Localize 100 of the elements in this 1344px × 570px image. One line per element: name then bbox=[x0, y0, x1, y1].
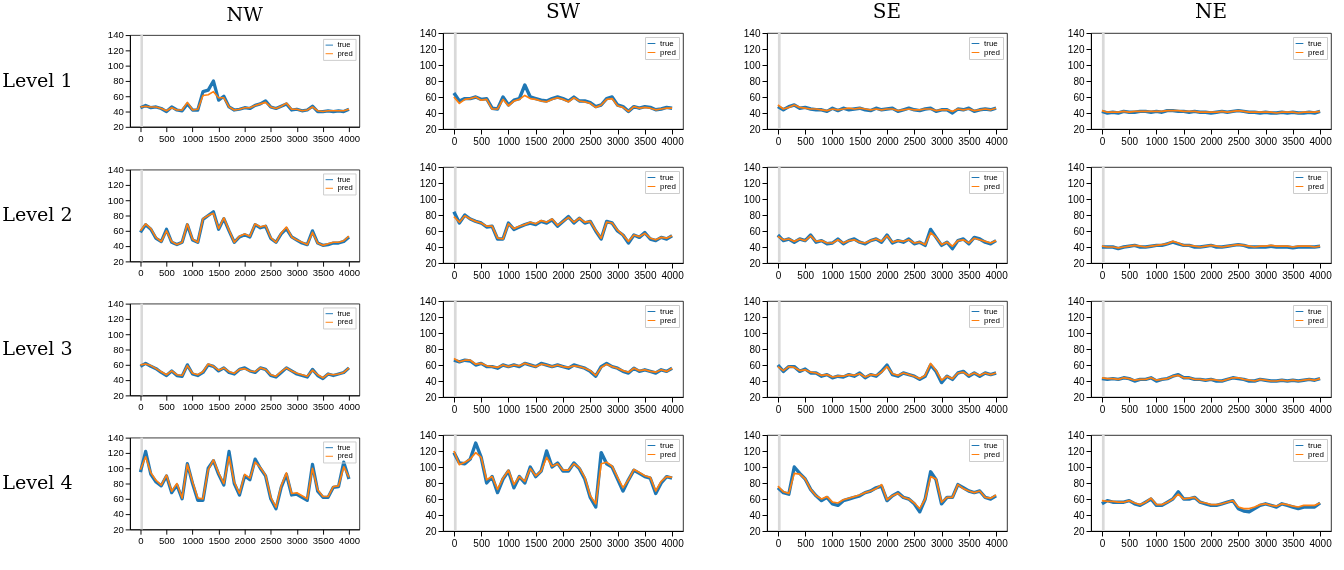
y-tick-label: 20 bbox=[1073, 257, 1085, 269]
y-tick-label: 100 bbox=[107, 462, 124, 474]
x-tick-label: 0 bbox=[1099, 135, 1106, 147]
y-tick-label: 20 bbox=[113, 255, 124, 267]
y-tick-label: 120 bbox=[743, 445, 761, 457]
text: Level 1 bbox=[2, 68, 73, 92]
x-tick-label: 2000 bbox=[552, 135, 576, 147]
x-tick-label: 2000 bbox=[1200, 135, 1224, 147]
y-tick-label: 20 bbox=[1073, 525, 1085, 537]
y-tick-label: 40 bbox=[113, 374, 124, 386]
y-tick-label: 100 bbox=[1067, 461, 1085, 473]
x-tick-label: 500 bbox=[159, 401, 175, 413]
x-tick-label: 2500 bbox=[903, 135, 927, 147]
y-tick-label: 60 bbox=[1073, 91, 1085, 103]
x-tick-label: 1000 bbox=[1145, 269, 1169, 281]
y-tick-label: 40 bbox=[1073, 107, 1085, 119]
x-tick-label: 3000 bbox=[1254, 537, 1278, 549]
x-tick-label: 1000 bbox=[821, 537, 845, 549]
x-tick-label: 2500 bbox=[903, 403, 927, 415]
x-tick-label: 3500 bbox=[958, 537, 981, 549]
legend-label: true bbox=[1308, 172, 1323, 182]
x-tick-label: 2000 bbox=[1200, 537, 1224, 549]
x-tick-label: 0 bbox=[1099, 269, 1106, 281]
y-tick-label: 140 bbox=[1067, 429, 1085, 441]
x-tick-label: 4000 bbox=[338, 401, 361, 413]
x-tick-label: 3000 bbox=[286, 132, 308, 144]
x-tick-label: 3500 bbox=[312, 267, 334, 279]
y-tick-label: 120 bbox=[419, 43, 437, 55]
y-tick-label: 120 bbox=[107, 447, 124, 459]
x-tick-label: 2500 bbox=[1227, 135, 1251, 147]
y-tick-label: 40 bbox=[749, 241, 761, 253]
y-tick-label: 100 bbox=[743, 193, 761, 205]
x-tick-label: 500 bbox=[1121, 269, 1139, 281]
y-tick-label: 80 bbox=[425, 209, 437, 221]
y-tick-label: 100 bbox=[107, 328, 124, 340]
y-tick-label: 140 bbox=[419, 295, 437, 307]
x-tick-label: 500 bbox=[473, 403, 491, 415]
y-tick-label: 100 bbox=[107, 60, 124, 72]
x-tick-label: 3500 bbox=[634, 269, 657, 281]
y-tick-label: 60 bbox=[425, 359, 437, 371]
y-tick-label: 40 bbox=[749, 509, 761, 521]
x-tick-label: 1500 bbox=[208, 132, 230, 144]
x-tick-label: 2500 bbox=[260, 267, 282, 279]
x-tick-label: 2500 bbox=[260, 535, 282, 547]
legend-label: pred bbox=[984, 47, 1001, 57]
y-tick-label: 120 bbox=[419, 311, 437, 323]
y-tick-label: 60 bbox=[113, 493, 124, 505]
legend-label: true bbox=[660, 306, 675, 316]
x-tick-label: 500 bbox=[159, 132, 175, 144]
x-tick-label: 1500 bbox=[208, 267, 230, 279]
x-tick-label: 1500 bbox=[525, 135, 548, 147]
legend-label: pred bbox=[984, 449, 1001, 459]
y-tick-label: 100 bbox=[1067, 59, 1085, 71]
y-tick-label: 80 bbox=[1073, 477, 1085, 489]
y-tick-label: 80 bbox=[425, 343, 437, 355]
y-tick-label: 80 bbox=[113, 343, 124, 355]
y-tick-label: 60 bbox=[113, 359, 124, 371]
text: Level 2 bbox=[2, 203, 73, 227]
y-tick-label: 100 bbox=[743, 327, 761, 339]
x-tick-label: 500 bbox=[473, 269, 491, 281]
y-tick-label: 80 bbox=[113, 477, 124, 489]
x-tick-label: 4000 bbox=[985, 537, 1009, 549]
x-tick-label: 3500 bbox=[634, 135, 657, 147]
x-tick-label: 1500 bbox=[1173, 537, 1196, 549]
legend-label: pred bbox=[337, 48, 353, 58]
x-tick-label: 500 bbox=[473, 537, 491, 549]
x-tick-label: 1500 bbox=[525, 537, 548, 549]
y-tick-label: 80 bbox=[425, 75, 437, 87]
y-tick-label: 20 bbox=[749, 257, 761, 269]
x-tick-label: 2000 bbox=[552, 269, 576, 281]
x-tick-label: 3500 bbox=[312, 132, 334, 144]
y-tick-label: 80 bbox=[1073, 209, 1085, 221]
x-tick-label: 4000 bbox=[1309, 537, 1333, 549]
x-tick-label: 1000 bbox=[497, 403, 521, 415]
x-tick-label: 4000 bbox=[985, 135, 1009, 147]
x-tick-label: 1000 bbox=[182, 132, 204, 144]
x-tick-label: 500 bbox=[159, 267, 175, 279]
y-tick-label: 100 bbox=[419, 193, 437, 205]
legend-label: true bbox=[337, 40, 351, 50]
x-tick-label: 3500 bbox=[634, 403, 657, 415]
legend-label: true bbox=[337, 174, 351, 184]
y-tick-label: 20 bbox=[113, 121, 124, 133]
x-tick-label: 2500 bbox=[579, 135, 603, 147]
x-tick-label: 3000 bbox=[930, 269, 954, 281]
y-tick-label: 60 bbox=[749, 91, 761, 103]
y-tick-label: 20 bbox=[749, 525, 761, 537]
y-tick-label: 40 bbox=[113, 240, 124, 252]
legend-label: true bbox=[984, 306, 999, 316]
chart-title: NW bbox=[226, 2, 264, 26]
x-tick-label: 3000 bbox=[606, 135, 630, 147]
x-tick-label: 3000 bbox=[286, 535, 308, 547]
y-tick-label: 40 bbox=[425, 241, 437, 253]
y-tick-label: 140 bbox=[743, 27, 761, 39]
legend-label: pred bbox=[1308, 47, 1325, 57]
x-tick-label: 3000 bbox=[930, 537, 954, 549]
y-tick-label: 140 bbox=[107, 163, 124, 175]
x-tick-label: 3000 bbox=[930, 135, 954, 147]
chart-title: NE bbox=[1194, 0, 1228, 23]
x-tick-label: 3500 bbox=[958, 403, 981, 415]
y-tick-label: 140 bbox=[743, 161, 761, 173]
